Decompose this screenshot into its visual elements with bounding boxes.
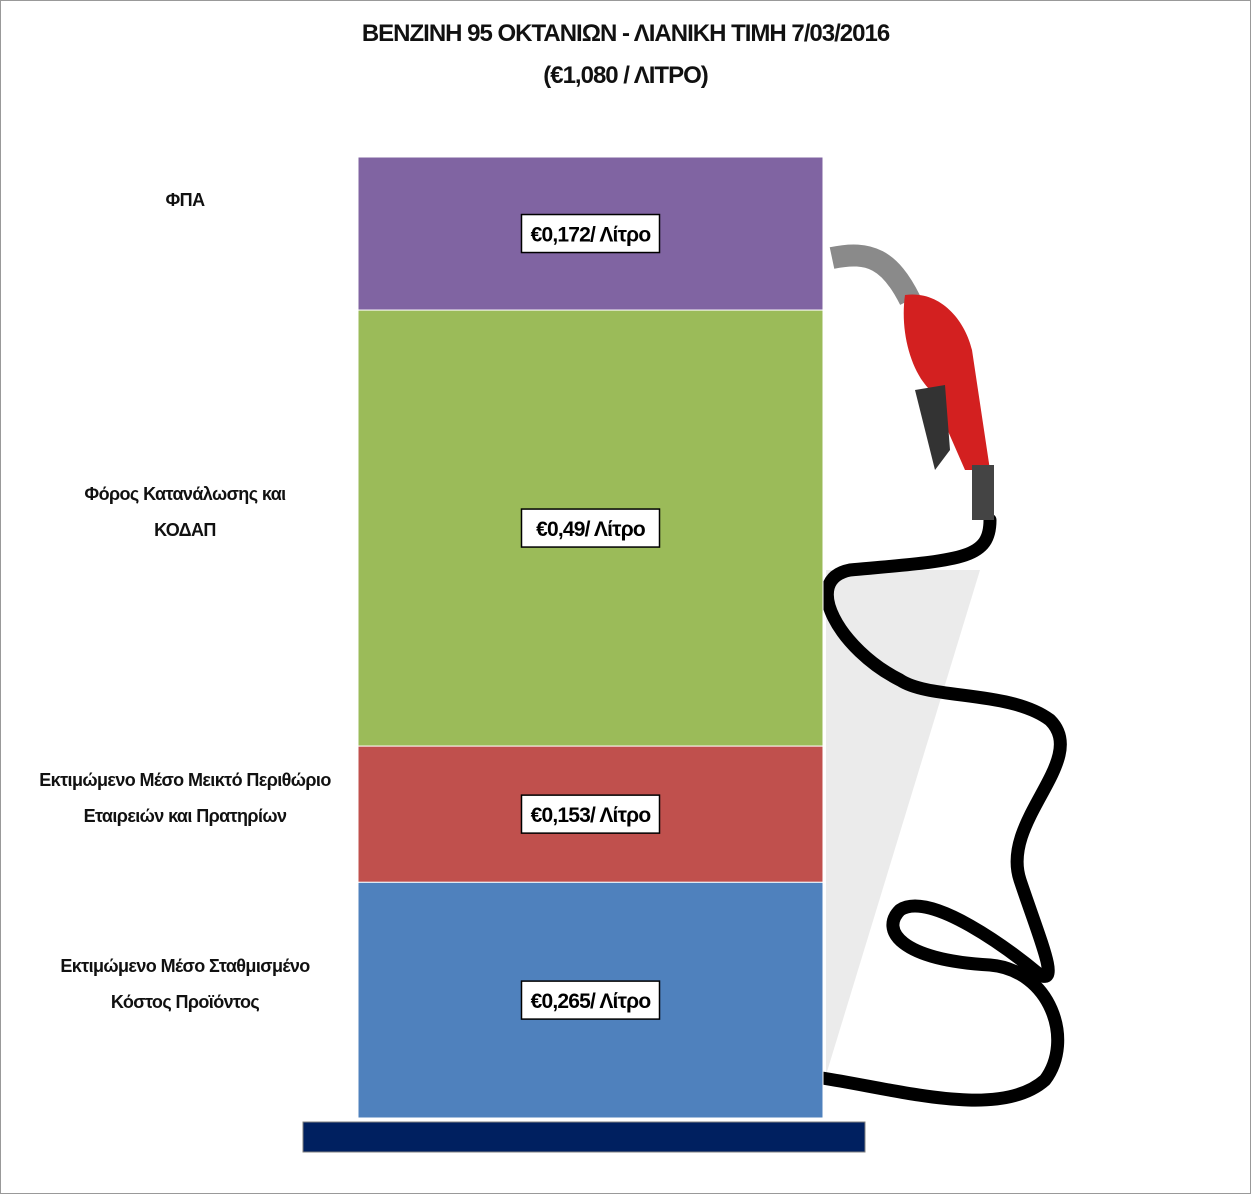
nozzle-tip xyxy=(829,244,920,306)
legend-label: Εκτιμώμενο Μέσο Σταθμισμένο Κόστος Προϊό… xyxy=(60,956,310,1013)
legend-label: Εκτιμώμενο Μέσο Μεικτό Περιθώριο Εταιρει… xyxy=(39,770,331,827)
value-label-box xyxy=(520,980,661,1020)
hose xyxy=(815,513,1067,1107)
value-label-box xyxy=(520,508,661,548)
value-label: €0,265/ Λίτρο xyxy=(531,990,651,1013)
legend-label: ΦΠΑ xyxy=(165,189,206,210)
value-label: €0,153/ Λίτρο xyxy=(531,804,651,827)
nozzle-handle xyxy=(903,294,990,470)
chart-title: ΒΕΝΖΙΝΗ 95 ΟΚΤΑΝΙΩΝ - ΛΙΑΝΙΚΗ ΤΙΜΗ 7/03/… xyxy=(361,20,890,47)
pump-base xyxy=(302,1121,866,1153)
chart-subtitle: (€1,080 / ΛΙΤΡΟ) xyxy=(543,62,709,89)
legend-label: Φόρος Κατανάλωσης και ΚΟΔΑΠ xyxy=(84,484,286,541)
value-label: €0,49/ Λίτρο xyxy=(536,518,645,541)
nozzle-base xyxy=(972,465,994,520)
value-label-box xyxy=(520,794,661,834)
value-label: €0,172/ Λίτρο xyxy=(531,224,651,247)
value-label-box xyxy=(520,213,661,254)
nozzle-trigger xyxy=(915,385,950,470)
